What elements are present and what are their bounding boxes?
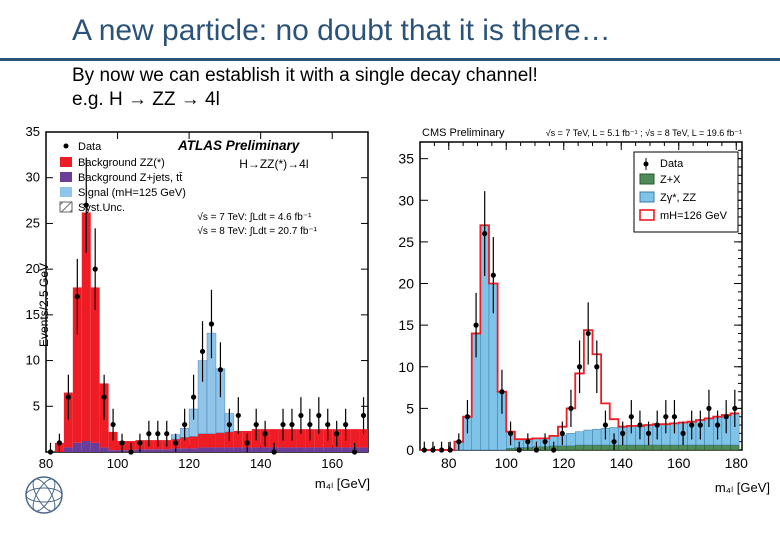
subtitle-line1: By now we can establish it with a single… [72, 64, 780, 88]
chart-right: 80 100 120 140 160 180 0 5 10 15 20 25 30 35 CMS Preli… [380, 120, 780, 480]
svg-text:√s = 7 TeV, L = 5.1 fb⁻¹ ; √s: √s = 7 TeV, L = 5.1 fb⁻¹ ; √s = 8 TeV, L… [546, 128, 742, 138]
svg-text:10: 10 [398, 358, 414, 374]
svg-text:25: 25 [26, 215, 40, 230]
slide-title: A new particle: no doubt that it is ther… [72, 14, 611, 47]
svg-text:5: 5 [406, 400, 414, 416]
svg-text:CMS Preliminary: CMS Preliminary [422, 127, 505, 139]
svg-text:35: 35 [398, 150, 414, 166]
svg-text:160: 160 [667, 455, 691, 471]
svg-text:100: 100 [107, 456, 129, 471]
svg-text:80: 80 [39, 456, 53, 471]
svg-text:35: 35 [26, 124, 40, 139]
svg-text:80: 80 [441, 455, 457, 471]
svg-text:5: 5 [33, 398, 40, 413]
svg-text:140: 140 [610, 455, 634, 471]
svg-text:160: 160 [321, 456, 343, 471]
chart-left-yaxis: Events/2.5 GeV [37, 262, 51, 346]
svg-text:25: 25 [398, 233, 414, 249]
chart-right-xaxis: m₄ₗ [GeV] [715, 480, 770, 496]
svg-text:Data: Data [660, 158, 684, 170]
chart-left-xaxis: m₄ₗ [GeV] [315, 476, 370, 492]
svg-text:Background Z+jets, tt̄: Background Z+jets, tt̄ [78, 171, 183, 183]
svg-text:20: 20 [398, 275, 414, 291]
svg-text:140: 140 [250, 456, 272, 471]
chart-left: 801001201401605101520253035DataBackgroun… [0, 120, 380, 480]
chart-left-wrap: Events/2.5 GeV 8010012014016051015202530… [0, 120, 380, 490]
svg-text:mH=126 GeV: mH=126 GeV [660, 210, 728, 222]
svg-text:30: 30 [26, 169, 40, 184]
svg-text:180: 180 [725, 455, 749, 471]
svg-text:ATLAS Preliminary: ATLAS Preliminary [177, 138, 301, 153]
svg-text:Data: Data [78, 141, 102, 153]
subtitle-line2: e.g. H → ZZ → 4l [72, 88, 780, 112]
svg-text:10: 10 [26, 352, 40, 367]
svg-text:H→ZZ(*)→4l: H→ZZ(*)→4l [239, 157, 308, 171]
svg-text:√s = 7 TeV: ∫Ldt = 4.6 fb⁻¹: √s = 7 TeV: ∫Ldt = 4.6 fb⁻¹ [197, 211, 312, 223]
svg-text:100: 100 [495, 455, 519, 471]
svg-text:Background ZZ(*): Background ZZ(*) [78, 157, 165, 169]
svg-text:Z+X: Z+X [660, 174, 681, 186]
svg-text:30: 30 [398, 192, 414, 208]
svg-text:120: 120 [552, 455, 576, 471]
svg-text:Zγ*, ZZ: Zγ*, ZZ [660, 192, 696, 204]
svg-text:√s = 8 TeV: ∫Ldt = 20.7 fb⁻¹: √s = 8 TeV: ∫Ldt = 20.7 fb⁻¹ [197, 225, 317, 237]
svg-text:Syst.Unc.: Syst.Unc. [78, 202, 125, 214]
cern-logo-icon [22, 473, 66, 522]
svg-text:15: 15 [398, 317, 414, 333]
title-underline [0, 58, 780, 61]
svg-text:120: 120 [178, 456, 200, 471]
svg-text:Signal (mH=125 GeV): Signal (mH=125 GeV) [78, 187, 186, 199]
svg-text:0: 0 [406, 442, 414, 458]
chart-right-wrap: 80 100 120 140 160 180 0 5 10 15 20 25 30 35 CMS Preli… [380, 120, 780, 490]
